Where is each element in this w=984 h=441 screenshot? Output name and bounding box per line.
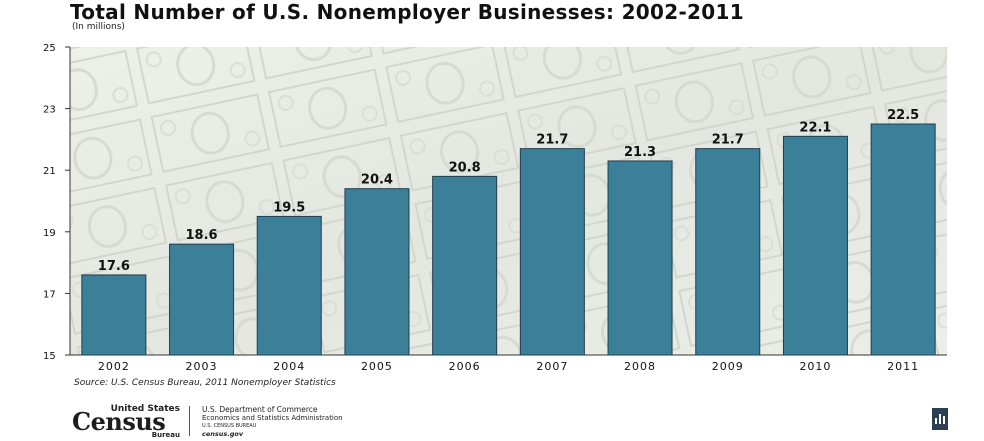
agency-line-2: Economics and Statistics Administration (202, 414, 343, 422)
bar-2011 (870, 123, 936, 356)
census-logo[interactable]: United States Census Bureau (72, 404, 180, 439)
bar-value-label: 21.7 (712, 133, 744, 148)
bar-value-label: 22.1 (799, 120, 831, 135)
bars: 17.6 18.6 19.5 20.4 20.8 21.7 21.3 21.7 22.1 22.5 (81, 108, 936, 356)
y-tick-label: 23 (43, 105, 56, 116)
bar-2007 (519, 148, 585, 356)
bar-2002 (81, 274, 147, 356)
bar-value-label: 22.5 (887, 108, 919, 123)
bar-2010 (782, 135, 848, 356)
logo-top-text: United States (110, 404, 180, 414)
statistics-icon (932, 408, 948, 430)
bar-2005 (344, 188, 410, 356)
source-note: Source: U.S. Census Bureau, 2011 Nonempl… (74, 378, 336, 388)
y-tick-label: 17 (43, 289, 56, 300)
bar-2003 (169, 243, 235, 356)
x-axis-ticks: 2002 2003 2004 2005 2006 2007 2008 2009 2010 2011 (98, 360, 919, 373)
x-tick-label: 2011 (887, 360, 919, 373)
bar-value-label: 20.4 (361, 173, 393, 188)
y-tick-label: 15 (43, 351, 56, 362)
agency-line-1: U.S. Department of Commerce (202, 405, 318, 414)
bar-value-label: 20.8 (449, 160, 481, 175)
logo-divider (189, 406, 190, 436)
bar-value-label: 21.3 (624, 145, 656, 160)
x-tick-label: 2008 (624, 360, 656, 373)
agency-line-3: U.S. CENSUS BUREAU (202, 423, 257, 429)
logo-main-text: Census (72, 407, 166, 436)
x-tick-label: 2002 (98, 360, 130, 373)
bar-2008 (607, 160, 673, 356)
y-tick-label: 25 (43, 43, 56, 54)
bar-value-label: 21.7 (536, 133, 568, 148)
chart-subtitle: (In millions) (72, 22, 125, 32)
bar-2006 (432, 175, 498, 356)
x-tick-label: 2004 (273, 360, 305, 373)
bar-value-label: 18.6 (186, 228, 218, 243)
y-tick-label: 21 (43, 166, 56, 177)
bar-value-label: 19.5 (273, 200, 305, 215)
logo-bottom-text: Bureau (151, 431, 180, 439)
x-tick-label: 2006 (449, 360, 481, 373)
x-tick-label: 2003 (186, 360, 218, 373)
x-tick-label: 2009 (712, 360, 744, 373)
agency-block: U.S. Department of Commerce Economics an… (202, 405, 343, 439)
chart-title: Total Number of U.S. Nonemployer Busines… (70, 0, 744, 24)
x-tick-label: 2005 (361, 360, 393, 373)
bar-2009 (695, 148, 761, 356)
bar-2004 (256, 215, 322, 356)
x-tick-label: 2010 (799, 360, 831, 373)
agency-url[interactable]: census.gov (202, 430, 244, 438)
y-tick-label: 19 (43, 228, 56, 239)
bar-value-label: 17.6 (98, 259, 130, 274)
x-tick-label: 2007 (536, 360, 568, 373)
y-axis-ticks: 15 17 19 21 23 25 (43, 43, 70, 362)
